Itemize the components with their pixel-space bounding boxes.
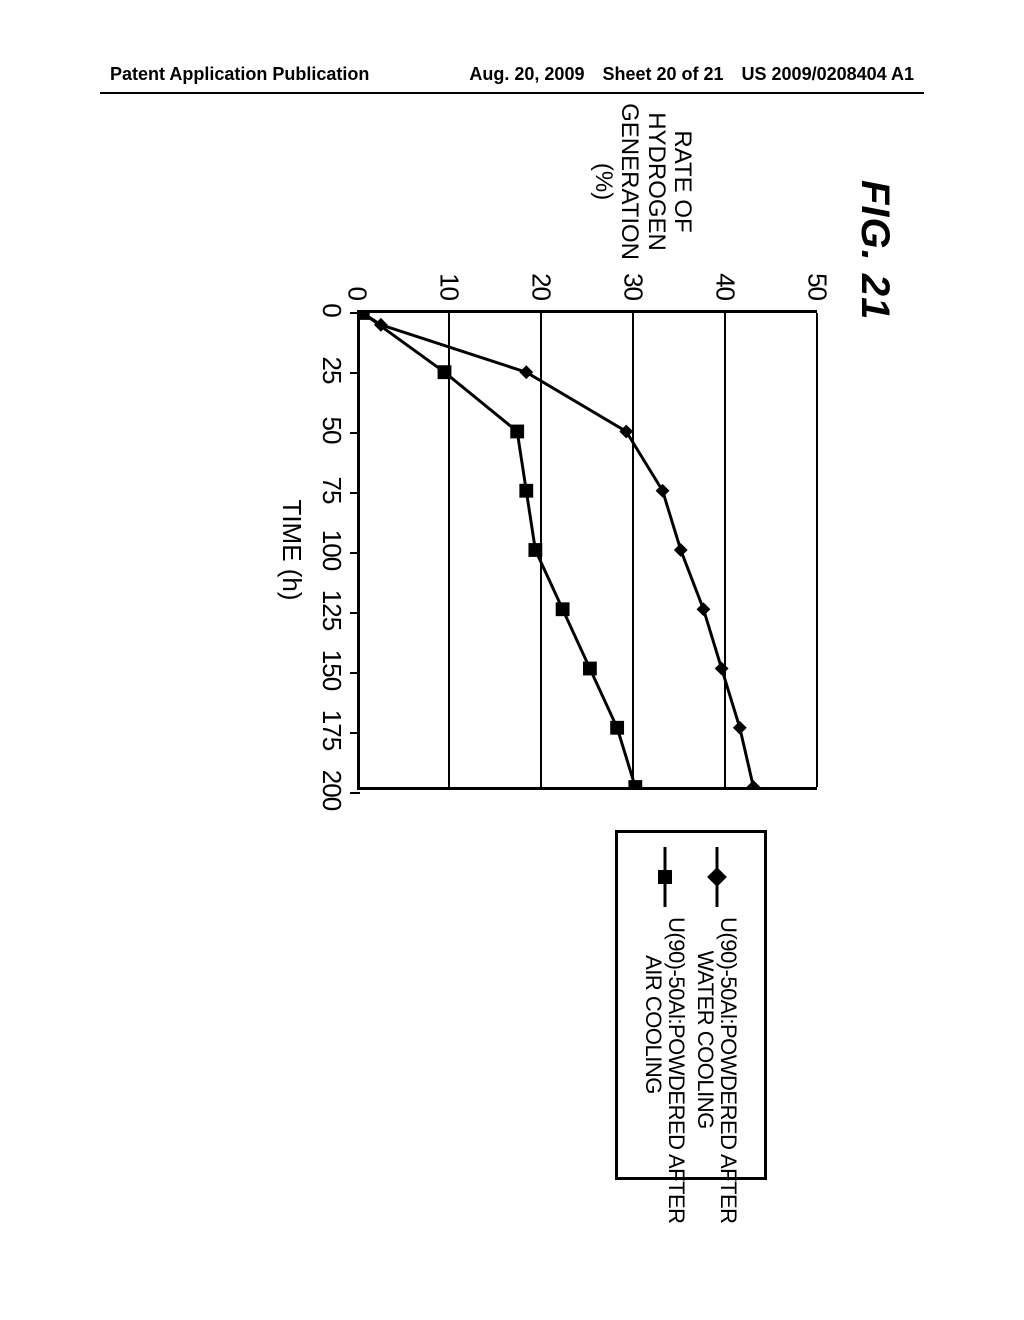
square-marker — [360, 310, 370, 320]
header-rule — [100, 92, 924, 94]
y-axis-title: RATE OF HYDROGEN GENERATION (%) — [589, 103, 695, 260]
square-marker — [519, 484, 533, 498]
diamond-marker — [674, 543, 688, 557]
x-tick-mark — [350, 792, 360, 794]
x-tick-label: 175 — [316, 710, 347, 750]
x-tick-mark — [350, 732, 360, 734]
gridline — [448, 313, 450, 787]
diamond-marker — [715, 662, 729, 676]
series-line — [363, 313, 754, 787]
y-tick-label: 40 — [710, 273, 741, 300]
legend: U(90)-50Al:POWDERED AFTER WATER COOLING … — [615, 830, 767, 1180]
x-tick-mark — [350, 612, 360, 614]
diamond-marker — [519, 365, 533, 379]
x-tick-mark — [350, 372, 360, 374]
page: Patent Application Publication Aug. 20, … — [0, 0, 1024, 1320]
x-tick-label: 150 — [316, 650, 347, 690]
x-tick-mark — [350, 672, 360, 674]
diamond-marker — [747, 780, 761, 790]
gridline — [816, 313, 818, 787]
series-line — [363, 313, 636, 787]
x-axis-title: TIME (h) — [276, 499, 307, 600]
figure-title: FIG. 21 — [852, 180, 897, 320]
square-marker — [556, 602, 570, 616]
x-tick-label: 50 — [316, 417, 347, 444]
plot-area — [357, 310, 817, 790]
diamond-marker — [656, 484, 670, 498]
header-sheet: Sheet 20 of 21 — [602, 64, 723, 85]
chart: RATE OF HYDROGEN GENERATION (%) TIME (h)… — [357, 310, 817, 790]
y-tick-label: 30 — [618, 273, 649, 300]
x-tick-label: 75 — [316, 477, 347, 504]
x-tick-label: 0 — [316, 303, 347, 316]
header-date: Aug. 20, 2009 — [469, 64, 584, 85]
gridline — [540, 313, 542, 787]
legend-marker-diamond — [707, 847, 727, 907]
legend-marker-square — [655, 847, 675, 907]
legend-item: U(90)-50Al:POWDERED AFTER WATER COOLING — [694, 847, 740, 1163]
square-marker — [510, 425, 524, 439]
square-marker — [610, 721, 624, 735]
legend-label: U(90)-50Al:POWDERED AFTER WATER COOLING — [694, 917, 740, 1224]
x-tick-mark — [350, 432, 360, 434]
y-tick-label: 0 — [342, 287, 373, 300]
legend-label: U(90)-50Al:POWDERED AFTER AIR COOLING — [642, 917, 688, 1224]
x-tick-label: 200 — [316, 770, 347, 810]
chart-svg — [360, 310, 820, 790]
x-tick-mark — [350, 312, 360, 314]
y-tick-label: 20 — [526, 273, 557, 300]
gridline — [724, 313, 726, 787]
x-tick-mark — [350, 492, 360, 494]
y-tick-label: 50 — [802, 273, 833, 300]
square-marker — [628, 780, 642, 790]
header-pubno: US 2009/0208404 A1 — [742, 64, 914, 85]
y-tick-label: 10 — [434, 273, 465, 300]
diamond-marker — [697, 602, 711, 616]
x-tick-mark — [350, 552, 360, 554]
figure: FIG. 21 RATE OF HYDROGEN GENERATION (%) … — [127, 170, 897, 1190]
x-tick-label: 100 — [316, 530, 347, 570]
figure-rotated-wrapper: FIG. 21 RATE OF HYDROGEN GENERATION (%) … — [127, 170, 897, 1190]
page-header: Patent Application Publication Aug. 20, … — [110, 64, 914, 85]
square-marker — [583, 662, 597, 676]
legend-item: U(90)-50Al:POWDERED AFTER AIR COOLING — [642, 847, 688, 1163]
gridline — [632, 313, 634, 787]
header-left: Patent Application Publication — [110, 64, 369, 85]
diamond-marker — [733, 721, 747, 735]
x-tick-label: 125 — [316, 590, 347, 630]
x-tick-label: 25 — [316, 357, 347, 384]
